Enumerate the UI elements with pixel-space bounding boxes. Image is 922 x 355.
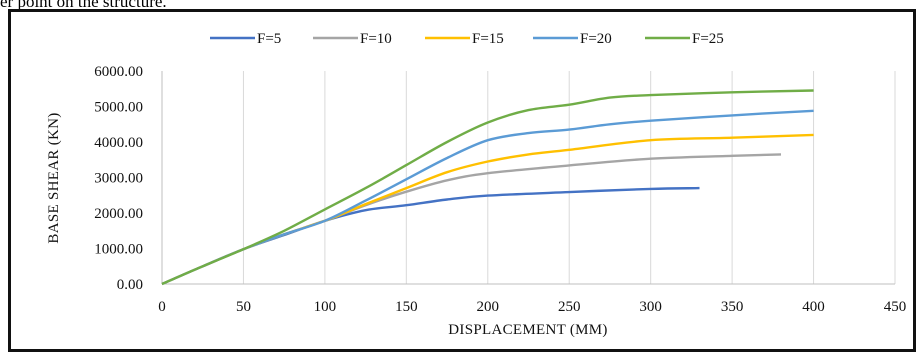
legend-label: F=20 [580, 31, 612, 47]
y-tick-label: 2000.00 [94, 206, 143, 222]
series-line-f25 [161, 89, 814, 286]
legend-label: F=25 [692, 31, 724, 47]
legend-label: F=10 [360, 31, 392, 47]
legend: F=5 F=10 F=15 F=20 F=25 [210, 31, 724, 47]
x-tick-label: 350 [721, 299, 744, 315]
y-tick-label: 5000.00 [94, 100, 143, 116]
x-tick-label: 50 [236, 299, 251, 315]
legend-label: F=15 [472, 31, 504, 47]
x-tick-label: 250 [558, 299, 581, 315]
x-tick-label: 200 [477, 299, 500, 315]
y-tick-label: 4000.00 [94, 135, 143, 151]
x-tick-labels: 0 50 100 150 200 250 300 350 400 450 [158, 299, 906, 315]
y-tick-label: 1000.00 [94, 242, 143, 258]
x-axis-title: DISPLACEMENT (MM) [448, 322, 607, 338]
series-line-f10 [161, 153, 782, 286]
series-line-f5 [161, 186, 700, 286]
y-axis-title: BASE SHEAR (KN) [46, 112, 62, 243]
x-tick-label: 150 [395, 299, 418, 315]
x-tick-label: 450 [884, 299, 907, 315]
series-lines [161, 89, 814, 286]
y-tick-label: 3000.00 [94, 171, 143, 187]
y-tick-label: 6000.00 [94, 64, 143, 80]
chart-frame [8, 9, 916, 352]
y-tick-label: 0.00 [117, 277, 143, 293]
gridlines [161, 71, 896, 285]
y-tick-labels: 0.00 1000.00 2000.00 3000.00 4000.00 5000.00 6… [94, 64, 143, 293]
x-tick-label: 400 [802, 299, 825, 315]
legend-label: F=5 [257, 31, 281, 47]
caption-fragment: er point on the structure. [0, 0, 167, 11]
x-tick-label: 100 [314, 299, 337, 315]
x-tick-label: 0 [158, 299, 166, 315]
x-tick-label: 300 [639, 299, 662, 315]
